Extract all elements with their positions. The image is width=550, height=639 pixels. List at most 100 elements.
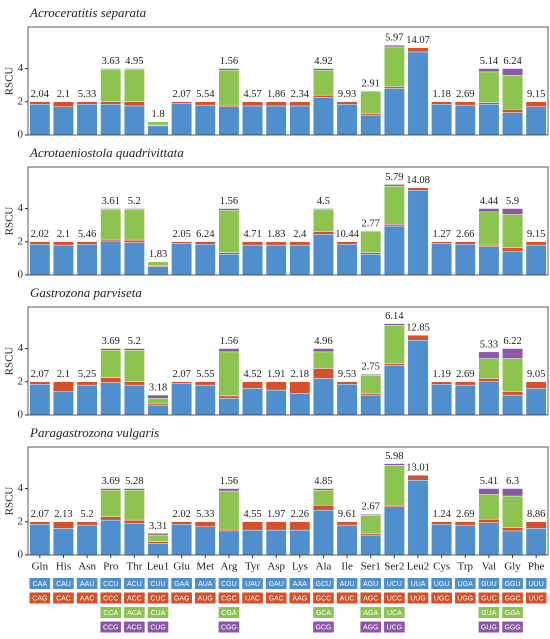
y-tick-label: 0 [18,129,24,141]
bar-segment [478,71,500,103]
codon-box [502,578,523,589]
bar-label: 2.07 [172,89,190,100]
bar-segment [100,516,122,521]
bar-segment [147,398,169,404]
codon-box [218,621,240,633]
codon-label: UUG [410,595,426,602]
bar-segment [454,241,476,245]
bar-segment [242,105,263,136]
bar-label: 5.2 [128,196,141,207]
bar-segment [313,209,334,233]
panel-frame [27,26,549,136]
panel-title: Paragastrozona vulgaris [29,425,159,440]
bar-segment [76,384,98,416]
bar-label: 1.86 [267,89,285,100]
bar-segment [53,244,74,276]
x-tick-label: Trp [458,561,474,573]
bar-segment [336,524,358,556]
x-tick-label: Gly [504,561,521,573]
codon-label: GCA [316,610,332,617]
bar-segment [123,350,145,382]
bar-label: 1.97 [267,509,285,520]
bar-segment [171,524,193,556]
x-tick-label: Glu [173,561,190,573]
codon-box [53,578,74,589]
bar-segment [454,104,476,136]
codon-label: GUG [481,624,497,631]
y-axis-label: RSCU [4,487,16,516]
codon-box [289,592,311,604]
bar-segment [478,381,500,416]
panel-frame [27,306,549,416]
codon-label: UUA [411,581,426,588]
bar-segment [502,109,523,113]
x-tick-label: Arg [220,561,237,573]
codon-box [147,578,169,589]
bar-label: 5.46 [78,229,96,240]
bar-segment [431,521,452,525]
codon-label: UUU [529,581,544,588]
codon-label: GCC [316,595,332,602]
x-tick-label: Met [196,561,214,573]
bar-label: 6.3 [506,476,519,487]
codon-label: GGU [505,581,521,588]
bar-segment [478,246,500,276]
bar-label: 5.2 [128,336,141,347]
bar-segment [29,244,51,276]
bar-segment [29,521,51,525]
bar-segment [265,244,287,276]
bar-label: 5.9 [506,196,519,207]
y-tick-label: 2 [18,515,24,527]
codon-label: UGA [458,581,474,588]
codon-label: CCA [103,610,118,617]
codon-box [502,607,523,618]
bar-label: 1.83 [267,229,285,240]
codon-box [194,592,216,604]
x-tick-label: Ser1 [361,561,381,573]
bar-segment [147,394,169,399]
codon-label: CUC [150,595,165,602]
bar-segment [407,51,429,136]
bar-label: 2.69 [456,89,474,100]
codon-label: ACU [127,581,142,588]
codon-box [265,578,287,589]
bar-segment [100,350,122,378]
codon-label: UCA [387,610,402,617]
bar-segment [384,46,405,88]
bar-segment [454,244,476,276]
codon-box [407,578,429,589]
bar-segment [218,252,240,255]
codon-box [100,621,122,633]
bar-label: 1.56 [220,196,238,207]
panel-title: Acroceratitis separata [29,5,147,20]
bar-label: 9.15 [527,229,545,240]
bar-label: 13.01 [406,463,430,474]
bar-segment [76,104,98,136]
bar-segment [407,340,429,416]
codon-box [502,621,523,633]
bar-segment [147,125,169,136]
bar-segment [218,254,240,276]
bar-segment [29,101,51,105]
bar-segment [147,534,169,542]
codon-box [53,592,74,604]
bar-segment [454,524,476,556]
bar-label: 4.55 [243,509,261,520]
bar-segment [360,113,382,116]
bar-segment [76,381,98,386]
codon-box [147,607,169,618]
bar-segment [123,209,145,241]
bar-segment [218,104,240,107]
bar-segment [360,533,382,536]
bar-label: 4.5 [317,196,330,207]
bar-segment [194,521,216,527]
bar-label: 2.02 [31,229,49,240]
bar-label: 2.07 [31,369,49,380]
bar-segment [384,506,405,556]
bar-segment [407,475,429,481]
bar-segment [384,325,405,364]
codon-label: AAC [80,595,94,602]
bar-label: 4.85 [314,476,332,487]
bar-segment [502,530,523,556]
bar-segment [502,74,523,110]
